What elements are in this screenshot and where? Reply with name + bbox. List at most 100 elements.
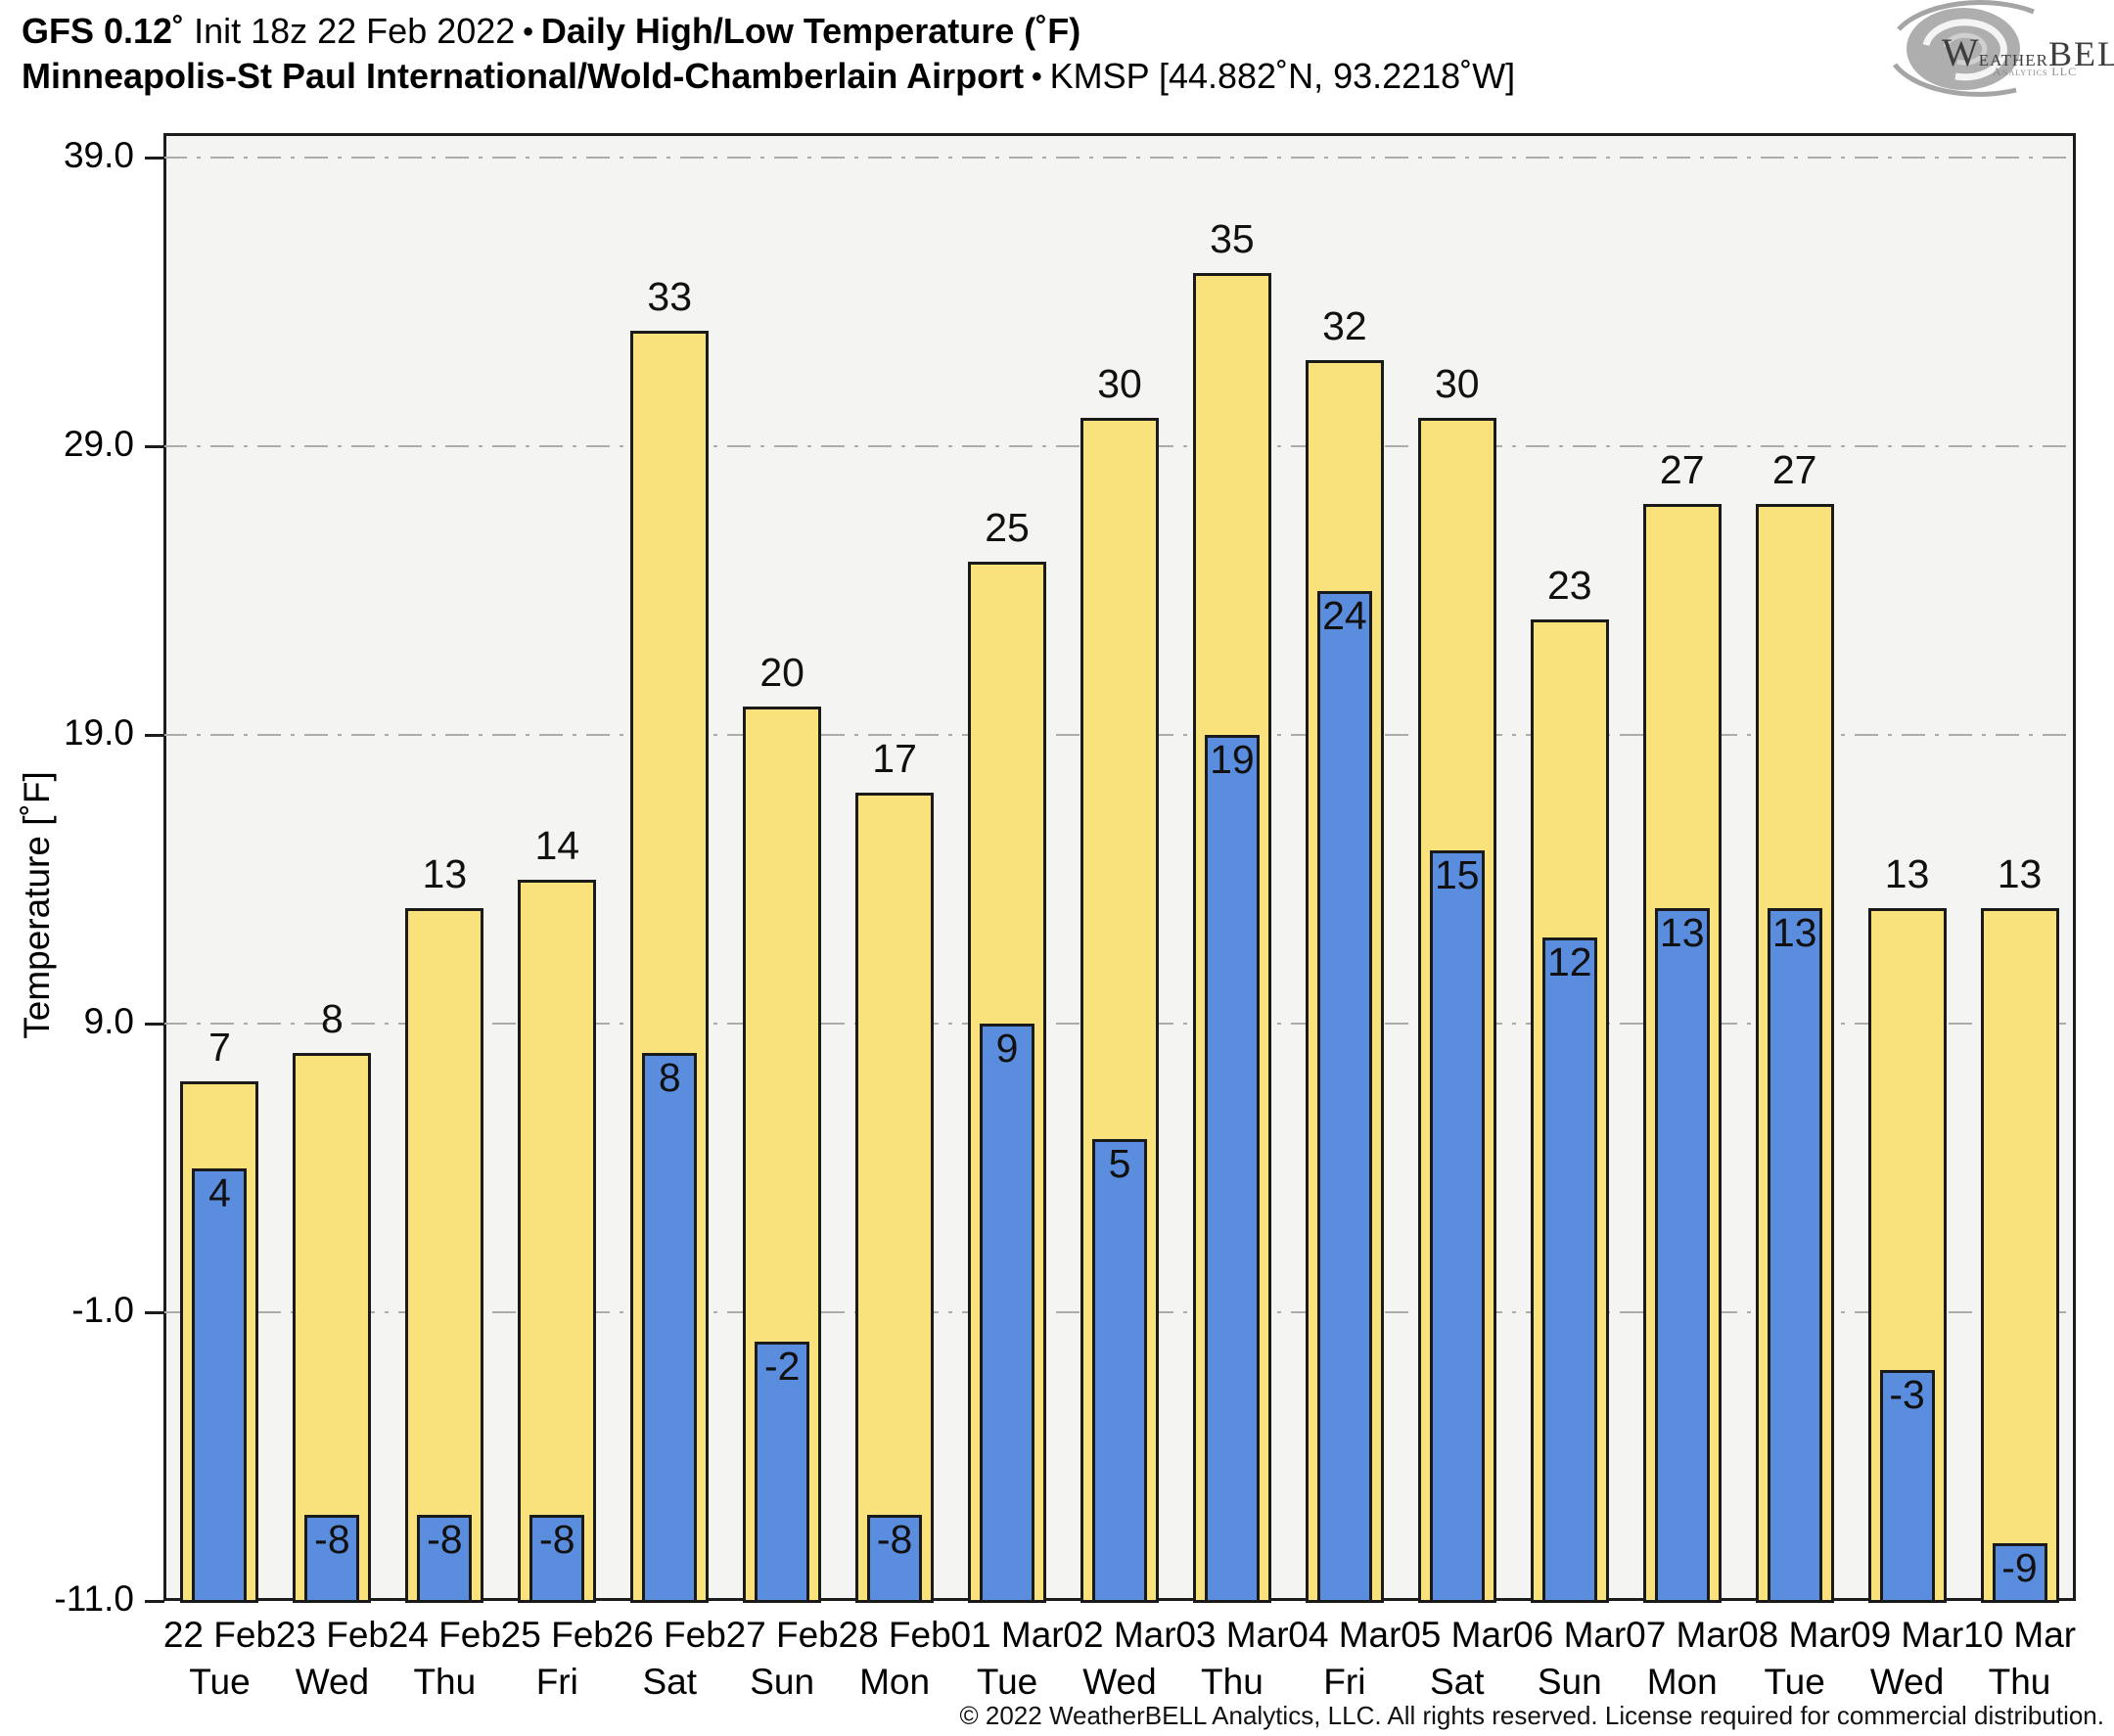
station-meta: KMSP [44.882˚N, 93.2218˚W] xyxy=(1049,56,1516,96)
x-tick-weekday-4: Sat xyxy=(642,1662,697,1702)
logo-wordmark: WeatherBELL xyxy=(1942,29,2114,75)
x-tick-weekday-5: Sun xyxy=(750,1662,815,1702)
x-tick-weekday-10: Fri xyxy=(1323,1662,1366,1702)
x-tick-weekday-11: Sat xyxy=(1430,1662,1485,1702)
x-tick-date-12: 06 Mar xyxy=(1513,1615,1627,1655)
y-tick-mark--1 xyxy=(145,1311,164,1314)
high-value-label-14: 27 xyxy=(1771,447,1817,493)
x-tick-weekday-16: Thu xyxy=(1988,1662,2051,1702)
x-tick-weekday-2: Thu xyxy=(413,1662,477,1702)
high-bar-1 xyxy=(293,1052,372,1603)
low-bar-16 xyxy=(1992,1543,2047,1603)
low-bar-5 xyxy=(755,1341,810,1603)
y-tick-label--11: -11.0 xyxy=(54,1578,134,1619)
high-bar-2 xyxy=(405,908,484,1603)
x-tick-weekday-9: Thu xyxy=(1201,1662,1264,1702)
high-bar-6 xyxy=(855,793,935,1603)
high-value-label-4: 33 xyxy=(647,274,693,320)
x-tick-date-8: 02 Mar xyxy=(1063,1615,1176,1655)
x-tick-weekday-14: Tue xyxy=(1764,1662,1825,1702)
chart-title-line2: Minneapolis-St Paul International/Wold-C… xyxy=(22,55,1515,99)
x-tick-weekday-1: Wed xyxy=(295,1662,370,1702)
x-tick-date-5: 27 Feb xyxy=(725,1615,839,1655)
y-tick-mark-19 xyxy=(145,734,164,738)
low-bar-7 xyxy=(980,1024,1035,1603)
low-bar-2 xyxy=(417,1514,473,1603)
chart-title-line1: GFS 0.12˚ Init 18z 22 Feb 2022 • Daily Hig… xyxy=(22,10,1080,54)
high-value-label-15: 13 xyxy=(1884,851,1930,897)
x-tick-date-1: 23 Feb xyxy=(275,1615,389,1655)
low-value-label-16: -9 xyxy=(2001,1545,2038,1590)
x-tick-date-7: 01 Mar xyxy=(950,1615,1064,1655)
x-tick-date-3: 25 Feb xyxy=(500,1615,614,1655)
y-tick-mark-39 xyxy=(145,157,164,160)
low-value-label-3: -8 xyxy=(539,1516,575,1562)
high-bar-16 xyxy=(1980,908,2059,1603)
low-bar-3 xyxy=(529,1514,585,1603)
low-bar-11 xyxy=(1429,850,1485,1603)
x-tick-date-4: 26 Feb xyxy=(613,1615,726,1655)
high-value-label-10: 32 xyxy=(1322,302,1367,348)
high-bar-3 xyxy=(518,879,597,1603)
low-value-label-5: -2 xyxy=(763,1343,801,1389)
station-name: Minneapolis-St Paul International/Wold-C… xyxy=(22,56,1025,96)
x-tick-date-6: 28 Feb xyxy=(838,1615,951,1655)
hurricane-swirl-icon xyxy=(1893,0,2035,97)
low-bar-10 xyxy=(1316,590,1372,1603)
x-tick-weekday-15: Wed xyxy=(1869,1662,1945,1702)
gridline-39 xyxy=(163,157,2076,160)
y-tick-mark--11 xyxy=(145,1600,164,1603)
high-value-label-16: 13 xyxy=(1997,851,2043,897)
x-tick-weekday-13: Mon xyxy=(1646,1662,1718,1702)
x-tick-weekday-8: Wed xyxy=(1082,1662,1157,1702)
y-tick-mark-29 xyxy=(145,445,164,449)
low-bar-6 xyxy=(867,1514,923,1603)
x-tick-date-14: 08 Mar xyxy=(1738,1615,1852,1655)
low-bar-9 xyxy=(1204,735,1260,1603)
x-tick-date-2: 24 Feb xyxy=(388,1615,501,1655)
high-value-label-7: 25 xyxy=(985,505,1030,551)
x-tick-date-9: 03 Mar xyxy=(1175,1615,1289,1655)
low-value-label-6: -8 xyxy=(876,1516,913,1562)
y-tick-label-29: 29.0 xyxy=(63,424,134,465)
x-tick-weekday-12: Sun xyxy=(1537,1662,1602,1702)
high-value-label-9: 35 xyxy=(1210,216,1255,262)
high-value-label-3: 14 xyxy=(534,822,580,868)
title-separator: • xyxy=(523,16,533,48)
low-bar-1 xyxy=(304,1514,360,1603)
high-value-label-11: 30 xyxy=(1435,360,1480,406)
low-value-label-13: 13 xyxy=(1659,910,1705,956)
low-value-label-2: -8 xyxy=(427,1516,463,1562)
x-tick-weekday-3: Fri xyxy=(535,1662,578,1702)
y-tick-mark-9 xyxy=(145,1023,164,1027)
init-time: Init 18z 22 Feb 2022 xyxy=(184,11,516,51)
low-bar-4 xyxy=(642,1052,698,1603)
low-bar-14 xyxy=(1767,908,1822,1603)
low-value-label-10: 24 xyxy=(1322,592,1367,638)
model-name: GFS 0.12˚ xyxy=(22,11,185,51)
high-value-label-5: 20 xyxy=(759,649,804,695)
x-tick-weekday-7: Tue xyxy=(976,1662,1038,1702)
weatherbell-logo: WeatherBELL Analytics LLC xyxy=(1887,0,2114,102)
low-bar-8 xyxy=(1092,1139,1147,1603)
high-value-label-6: 17 xyxy=(872,736,917,782)
logo-subtext: Analytics LLC xyxy=(1993,65,2078,78)
logo-w: W xyxy=(1942,30,1979,74)
low-value-label-7: 9 xyxy=(995,1026,1019,1072)
high-value-label-8: 30 xyxy=(1097,360,1142,406)
x-tick-weekday-0: Tue xyxy=(189,1662,251,1702)
high-value-label-2: 13 xyxy=(422,851,468,897)
x-tick-weekday-6: Mon xyxy=(859,1662,931,1702)
x-tick-date-15: 09 Mar xyxy=(1851,1615,1964,1655)
product-name: Daily High/Low Temperature (˚F) xyxy=(540,11,1081,51)
low-bar-0 xyxy=(192,1167,248,1603)
low-value-label-8: 5 xyxy=(1108,1141,1131,1187)
low-value-label-4: 8 xyxy=(658,1054,681,1100)
high-value-label-13: 27 xyxy=(1659,447,1705,493)
high-value-label-0: 7 xyxy=(208,1025,231,1071)
high-value-label-1: 8 xyxy=(321,995,344,1041)
y-tick-label-39: 39.0 xyxy=(63,135,134,176)
copyright-footer: © 2022 WeatherBELL Analytics, LLC. All r… xyxy=(959,1701,2105,1730)
low-value-label-15: -3 xyxy=(1889,1372,1925,1417)
